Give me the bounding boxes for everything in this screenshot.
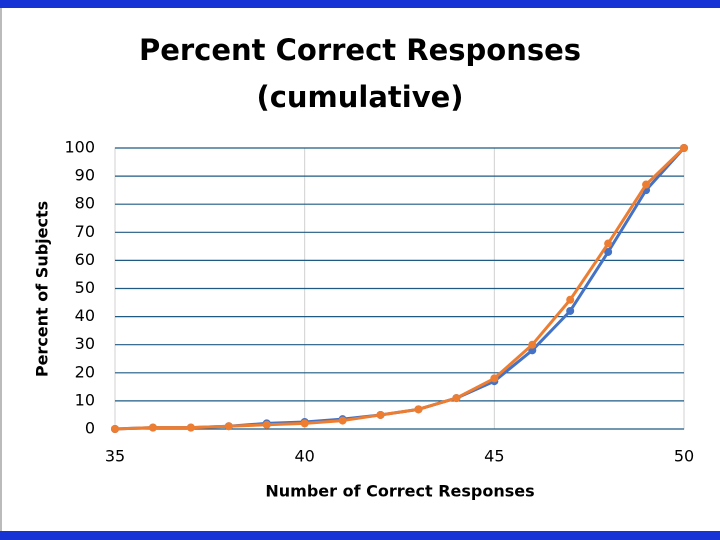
y-tick-label: 60 [75,250,95,269]
data-point [262,420,271,429]
data-point [300,419,309,428]
chart-title: Percent Correct Responses [139,33,581,67]
data-point [186,423,195,432]
data-point [604,247,613,256]
left-edge [0,8,2,531]
x-tick-label: 50 [674,447,694,466]
y-tick-label: 100 [64,138,95,157]
data-point [111,425,119,433]
y-axis-label: Percent of Subjects [33,201,52,377]
x-axis-label: Number of Correct Responses [265,482,534,501]
data-point [528,340,537,349]
data-point [566,306,575,315]
plot-area: 35 40 45 50 0 10 20 30 40 50 60 70 80 90 100 [64,138,694,466]
data-point [148,423,157,432]
data-point [414,405,423,414]
data-point [338,416,347,425]
data-point [490,374,499,383]
y-tick-label: 80 [75,194,95,213]
data-point [604,239,613,248]
data-point [376,410,385,419]
y-tick-label: 90 [75,166,95,185]
y-tick-label: 40 [75,306,95,325]
y-tick-label: 30 [75,334,95,353]
x-tick-label: 40 [294,447,314,466]
bottom-band [0,531,720,540]
data-point [566,295,575,304]
data-point [680,144,688,152]
y-tick-label: 0 [85,419,95,438]
chart-subtitle: (cumulative) [256,80,463,114]
y-tick-label: 70 [75,222,95,241]
x-tick-label: 45 [484,447,504,466]
series-line [114,146,686,431]
x-tick-label: 35 [105,447,125,466]
data-point [224,422,233,431]
y-tick-label: 50 [75,278,95,297]
y-tick-label: 10 [75,390,95,409]
top-band [0,0,720,8]
y-tick-label: 20 [75,362,95,381]
data-point [642,180,651,189]
data-point [452,394,461,403]
